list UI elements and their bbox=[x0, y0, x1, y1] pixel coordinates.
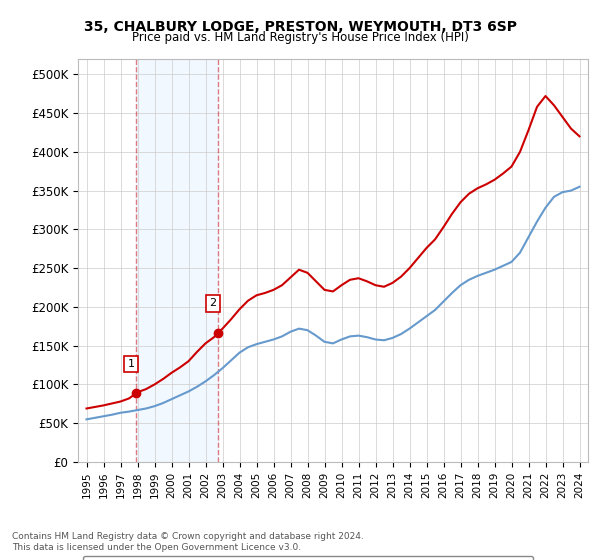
Text: Contains HM Land Registry data © Crown copyright and database right 2024.
This d: Contains HM Land Registry data © Crown c… bbox=[12, 532, 364, 552]
Text: 2: 2 bbox=[209, 298, 216, 309]
Text: Price paid vs. HM Land Registry's House Price Index (HPI): Price paid vs. HM Land Registry's House … bbox=[131, 31, 469, 44]
Legend: 35, CHALBURY LODGE, PRESTON, WEYMOUTH, DT3 6SP (semi-detached house), HPI: Avera: 35, CHALBURY LODGE, PRESTON, WEYMOUTH, D… bbox=[83, 556, 533, 560]
Bar bbox=[136, 59, 218, 462]
Text: 35, CHALBURY LODGE, PRESTON, WEYMOUTH, DT3 6SP: 35, CHALBURY LODGE, PRESTON, WEYMOUTH, D… bbox=[83, 20, 517, 34]
Text: 1: 1 bbox=[128, 359, 134, 369]
